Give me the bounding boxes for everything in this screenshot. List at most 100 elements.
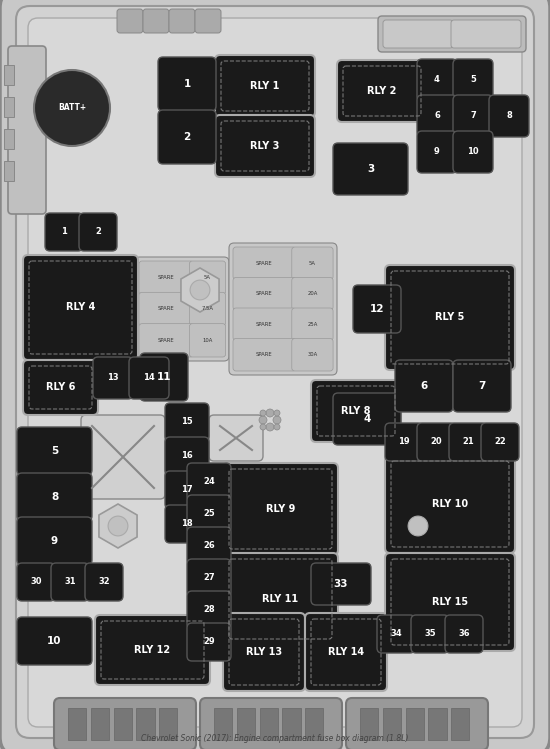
Text: 3: 3 — [367, 164, 374, 174]
Text: 17: 17 — [181, 485, 193, 494]
FancyBboxPatch shape — [17, 517, 92, 565]
Circle shape — [34, 70, 110, 146]
Text: 22: 22 — [494, 437, 506, 446]
FancyBboxPatch shape — [209, 415, 263, 461]
FancyBboxPatch shape — [187, 527, 231, 565]
FancyBboxPatch shape — [215, 115, 315, 177]
Bar — [159, 708, 178, 740]
FancyBboxPatch shape — [292, 308, 333, 341]
FancyBboxPatch shape — [195, 9, 221, 33]
Text: SPARE: SPARE — [256, 322, 273, 327]
FancyBboxPatch shape — [187, 623, 231, 661]
Text: 14: 14 — [143, 374, 155, 383]
FancyBboxPatch shape — [23, 255, 138, 360]
Text: 28: 28 — [203, 605, 215, 614]
FancyBboxPatch shape — [453, 131, 493, 173]
Text: RLY 9: RLY 9 — [266, 504, 295, 514]
FancyBboxPatch shape — [333, 143, 408, 195]
FancyBboxPatch shape — [417, 95, 457, 137]
FancyBboxPatch shape — [165, 403, 209, 441]
Text: SPARE: SPARE — [158, 306, 174, 312]
Text: RLY 8: RLY 8 — [341, 406, 371, 416]
Circle shape — [273, 416, 281, 424]
FancyBboxPatch shape — [158, 110, 216, 164]
FancyBboxPatch shape — [385, 265, 515, 370]
FancyBboxPatch shape — [377, 615, 415, 653]
Bar — [383, 708, 401, 740]
Polygon shape — [99, 504, 137, 548]
Bar — [4, 65, 14, 85]
Bar — [237, 708, 255, 740]
FancyBboxPatch shape — [139, 292, 194, 326]
Text: 36: 36 — [458, 629, 470, 638]
Text: RLY 14: RLY 14 — [328, 647, 364, 657]
Circle shape — [408, 516, 428, 536]
FancyBboxPatch shape — [233, 308, 296, 341]
Text: 11: 11 — [157, 372, 171, 382]
FancyBboxPatch shape — [165, 437, 209, 475]
Text: RLY 11: RLY 11 — [262, 594, 299, 604]
Text: 9: 9 — [51, 536, 58, 546]
Text: RLY 3: RLY 3 — [250, 141, 280, 151]
FancyBboxPatch shape — [411, 615, 449, 653]
Text: 21: 21 — [462, 437, 474, 446]
Bar — [4, 97, 14, 117]
FancyBboxPatch shape — [8, 46, 46, 214]
FancyBboxPatch shape — [143, 9, 169, 33]
Bar — [405, 708, 424, 740]
Text: 5: 5 — [470, 76, 476, 85]
FancyBboxPatch shape — [93, 357, 133, 399]
FancyBboxPatch shape — [165, 471, 209, 509]
FancyBboxPatch shape — [229, 243, 337, 375]
FancyBboxPatch shape — [451, 20, 521, 48]
FancyBboxPatch shape — [378, 16, 526, 52]
Text: 32: 32 — [98, 577, 110, 586]
FancyBboxPatch shape — [16, 6, 534, 738]
Text: 6: 6 — [420, 381, 428, 391]
Text: RLY 10: RLY 10 — [432, 499, 468, 509]
FancyBboxPatch shape — [311, 563, 371, 605]
FancyBboxPatch shape — [200, 698, 342, 749]
FancyBboxPatch shape — [158, 57, 216, 111]
Circle shape — [274, 424, 280, 430]
FancyBboxPatch shape — [353, 285, 401, 333]
FancyBboxPatch shape — [187, 591, 231, 629]
FancyBboxPatch shape — [233, 339, 296, 371]
Text: BATT+: BATT+ — [58, 103, 86, 112]
FancyBboxPatch shape — [54, 698, 196, 749]
Text: RLY 6: RLY 6 — [46, 383, 75, 392]
Text: 16: 16 — [181, 452, 193, 461]
Circle shape — [274, 410, 280, 416]
FancyBboxPatch shape — [233, 247, 296, 279]
FancyBboxPatch shape — [395, 360, 453, 412]
FancyBboxPatch shape — [337, 60, 427, 122]
FancyBboxPatch shape — [17, 427, 92, 475]
Text: 4: 4 — [434, 76, 440, 85]
Text: 8: 8 — [51, 492, 58, 502]
FancyBboxPatch shape — [292, 277, 333, 310]
Text: 31: 31 — [64, 577, 76, 586]
FancyBboxPatch shape — [81, 415, 165, 499]
FancyBboxPatch shape — [223, 553, 338, 645]
FancyBboxPatch shape — [139, 324, 194, 357]
FancyBboxPatch shape — [187, 559, 231, 597]
FancyBboxPatch shape — [140, 353, 188, 401]
Bar — [305, 708, 323, 740]
Text: Chevrolet Sonic (2017): Engine compartment fuse box diagram (1.8L): Chevrolet Sonic (2017): Engine compartme… — [141, 734, 409, 743]
Text: 25A: 25A — [307, 322, 318, 327]
FancyBboxPatch shape — [333, 393, 401, 445]
Bar — [91, 708, 109, 740]
Text: 35: 35 — [424, 629, 436, 638]
FancyBboxPatch shape — [453, 360, 511, 412]
Bar — [68, 708, 86, 740]
FancyBboxPatch shape — [187, 463, 231, 501]
FancyBboxPatch shape — [17, 617, 92, 665]
FancyBboxPatch shape — [481, 423, 519, 461]
Text: 13: 13 — [107, 374, 119, 383]
Text: SPARE: SPARE — [158, 275, 174, 280]
Bar — [282, 708, 301, 740]
Text: 15: 15 — [181, 417, 193, 426]
Bar — [214, 708, 232, 740]
FancyBboxPatch shape — [189, 324, 226, 357]
Bar — [451, 708, 470, 740]
